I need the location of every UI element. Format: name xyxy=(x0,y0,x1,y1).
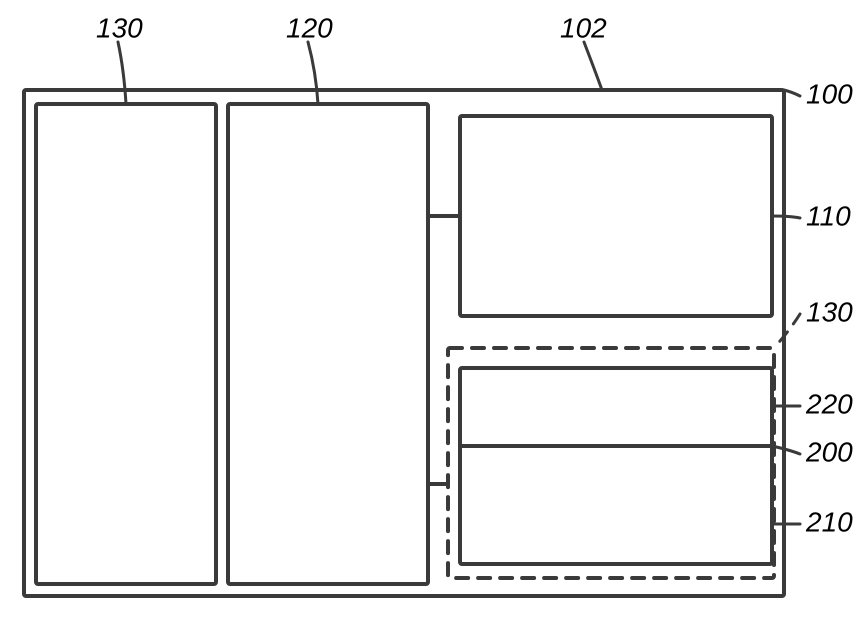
shape-dash130 xyxy=(448,348,774,578)
label-l220: 220 xyxy=(805,388,853,419)
leader-lead130t xyxy=(118,42,126,104)
label-l102: 102 xyxy=(560,12,607,43)
shape-box200 xyxy=(460,368,772,564)
label-l100: 100 xyxy=(806,78,853,109)
shape-outer xyxy=(24,90,784,596)
leader-lead130r xyxy=(774,314,800,348)
leader-lead120 xyxy=(308,42,318,104)
leader-lead110 xyxy=(772,216,800,218)
label-l120: 120 xyxy=(286,12,333,43)
shape-box130 xyxy=(36,104,216,584)
leader-lead100 xyxy=(784,90,800,96)
label-l130_top: 130 xyxy=(96,12,143,43)
label-l130_r: 130 xyxy=(806,296,853,327)
label-l110: 110 xyxy=(806,200,851,231)
leader-lead102 xyxy=(584,42,602,90)
shape-box110 xyxy=(460,116,772,316)
shape-box120 xyxy=(228,104,428,584)
label-l210: 210 xyxy=(805,506,853,537)
label-l200: 200 xyxy=(805,436,853,467)
